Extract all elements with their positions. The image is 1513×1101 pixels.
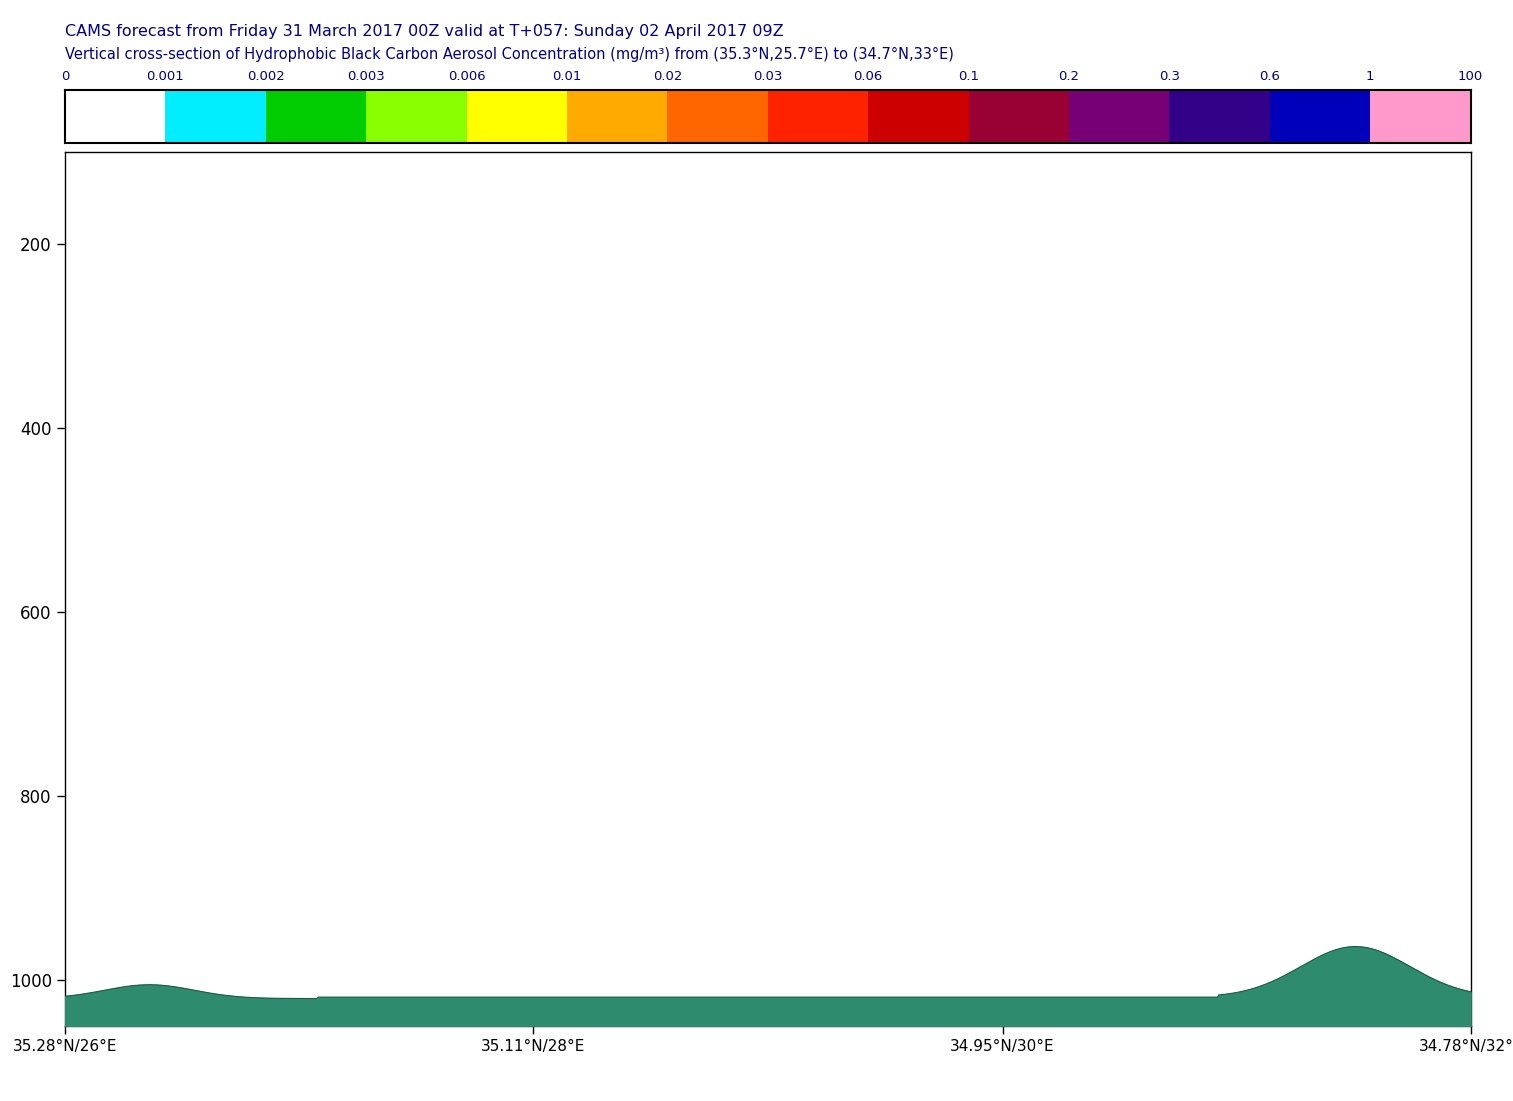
Bar: [165, 90, 266, 143]
Text: 0.001: 0.001: [147, 69, 185, 83]
Bar: [366, 90, 466, 143]
Bar: [767, 90, 868, 143]
Text: 0.03: 0.03: [753, 69, 782, 83]
Bar: [868, 90, 968, 143]
Text: CAMS forecast from Friday 31 March 2017 00Z valid at T+057: Sunday 02 April 2017: CAMS forecast from Friday 31 March 2017 …: [65, 24, 784, 40]
Text: 100: 100: [1459, 69, 1483, 83]
Bar: [567, 90, 667, 143]
Bar: [1269, 90, 1371, 143]
Text: 0.6: 0.6: [1259, 69, 1280, 83]
Bar: [466, 90, 567, 143]
Text: 0.3: 0.3: [1159, 69, 1180, 83]
Text: 0.02: 0.02: [652, 69, 682, 83]
Text: 0.002: 0.002: [247, 69, 284, 83]
Text: 1: 1: [1366, 69, 1374, 83]
Bar: [1170, 90, 1269, 143]
Text: Vertical cross-section of Hydrophobic Black Carbon Aerosol Concentration (mg/m³): Vertical cross-section of Hydrophobic Bl…: [65, 47, 953, 63]
Text: 0.06: 0.06: [853, 69, 884, 83]
Text: 0.1: 0.1: [958, 69, 979, 83]
Bar: [667, 90, 767, 143]
Bar: [1371, 90, 1471, 143]
Bar: [1070, 90, 1170, 143]
Text: 0.01: 0.01: [552, 69, 581, 83]
Bar: [65, 90, 165, 143]
Text: 0.003: 0.003: [348, 69, 386, 83]
Text: 0.006: 0.006: [448, 69, 486, 83]
Text: 0: 0: [61, 69, 70, 83]
Bar: [968, 90, 1070, 143]
Bar: [266, 90, 366, 143]
Text: 0.2: 0.2: [1059, 69, 1080, 83]
